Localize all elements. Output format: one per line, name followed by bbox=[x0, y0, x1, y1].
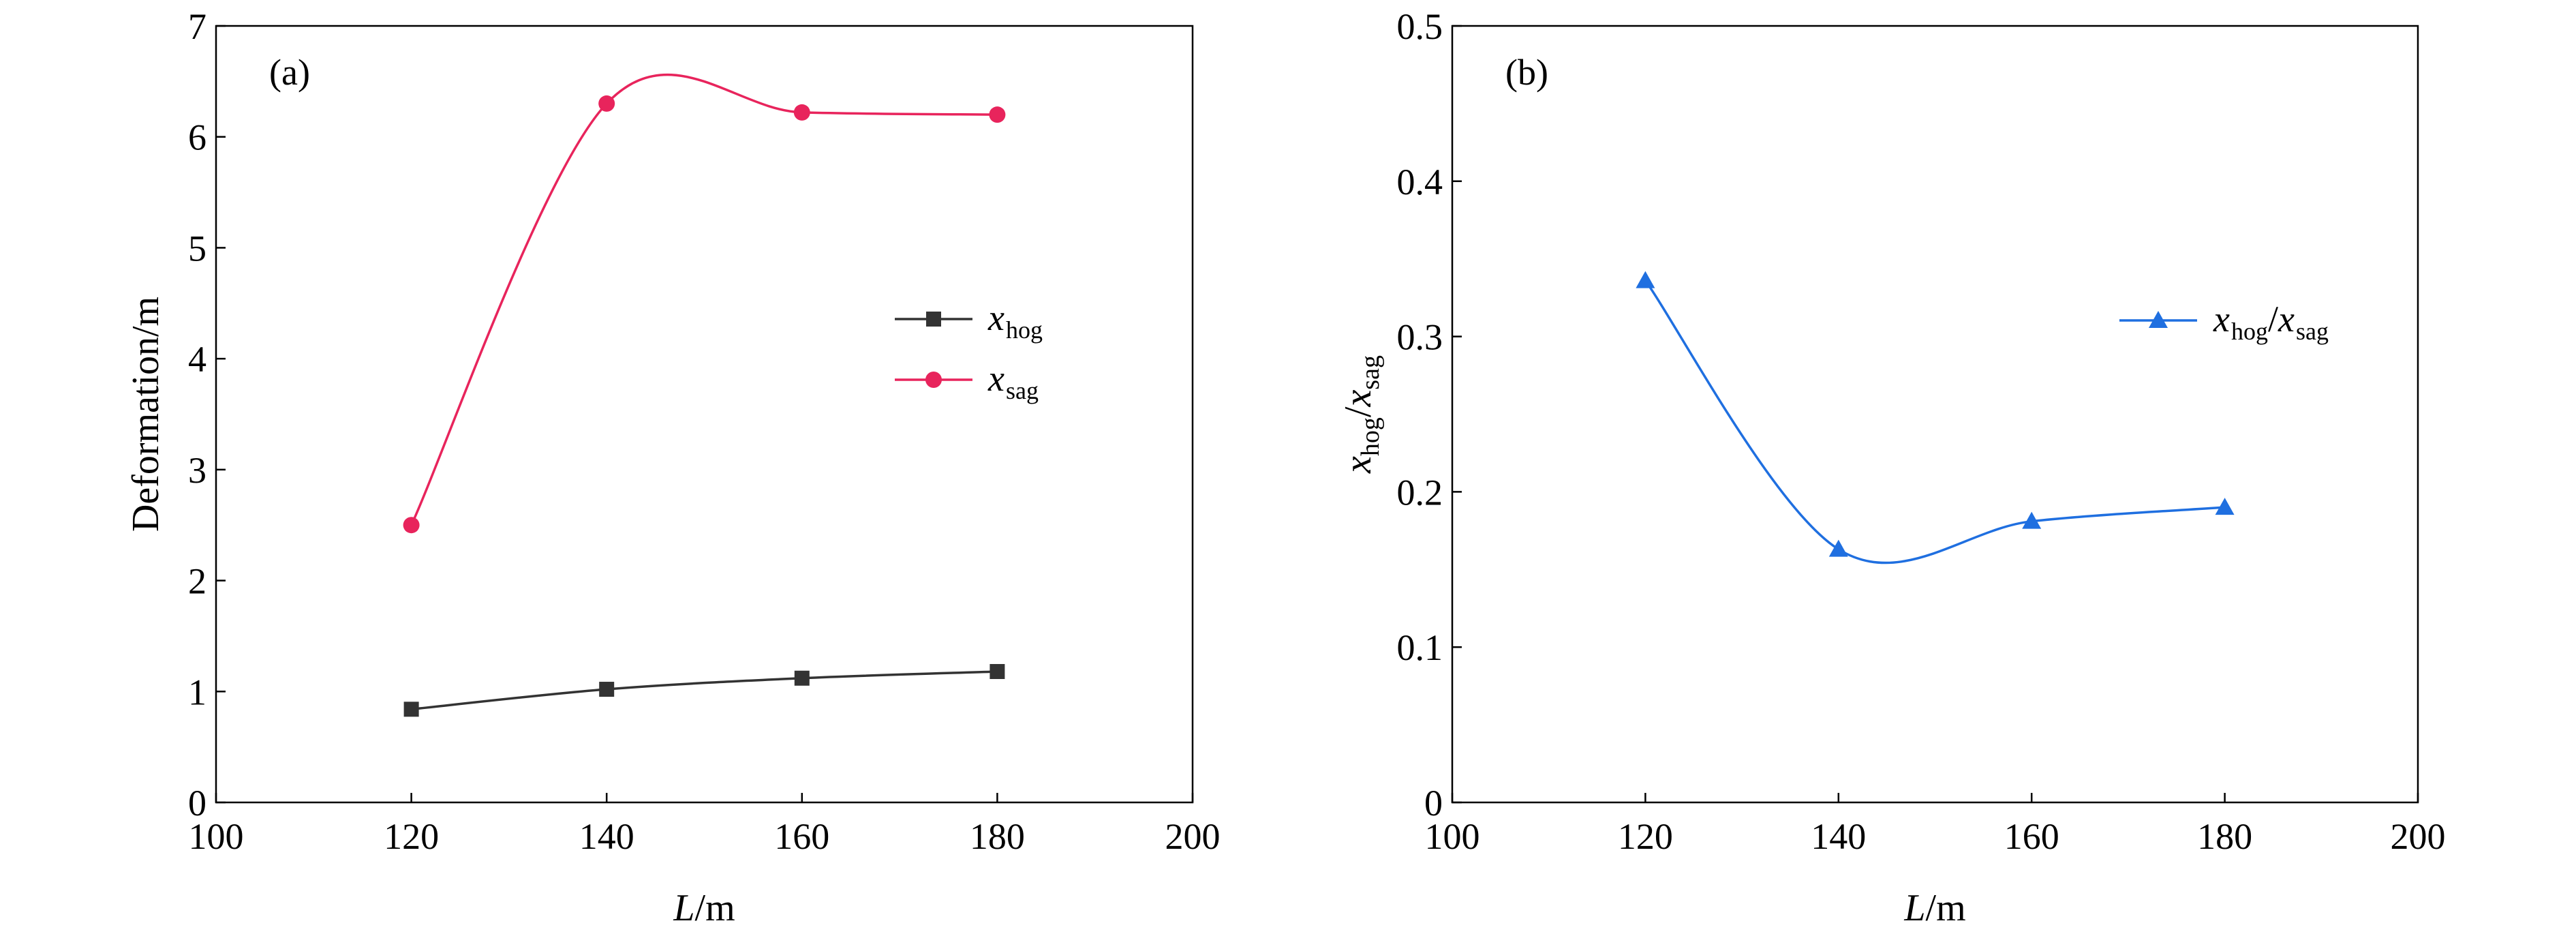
panel-a-x-axis-title-var: L bbox=[673, 887, 694, 929]
panel-b-panel-label: (b) bbox=[1505, 52, 1548, 93]
panel-a-series-1 bbox=[403, 663, 1005, 717]
legend-label-main: x bbox=[987, 297, 1005, 338]
panel-a-series-1-marker bbox=[599, 682, 615, 697]
panel-b: 100 120 140 160 180 20000.10.20.30.40.5L/mxho… bbox=[1337, 6, 2446, 929]
panel-a-x-tick-label: 100 bbox=[189, 816, 244, 857]
panel-b-frame bbox=[1451, 25, 2419, 804]
panel-b-y-title-b: x bbox=[1337, 390, 1379, 408]
panel-a-frame bbox=[215, 25, 1194, 804]
legend-label-sub: hog bbox=[1006, 316, 1043, 344]
panel-a-x-tick-label: 120 bbox=[384, 816, 439, 857]
panel-a-series-2-marker bbox=[989, 106, 1006, 123]
panel-b-y-title-b-sub: sag bbox=[1356, 355, 1385, 390]
panel-a-y-tick-label: 5 bbox=[188, 228, 206, 269]
legend-label-sub2: sag bbox=[2296, 318, 2329, 345]
panel-a-x-tick-label: 200 bbox=[1165, 816, 1221, 857]
legend-label-sep: / bbox=[2268, 299, 2278, 340]
panel-a-x-tick-label: 160 bbox=[774, 816, 829, 857]
panel-b-y-tick-label: 0 bbox=[1424, 783, 1443, 824]
panel-b-y-title-a-sub: hog bbox=[1356, 417, 1385, 456]
panel-b-x-axis-title-unit: /m bbox=[1926, 887, 1966, 929]
legend-marker bbox=[925, 372, 942, 388]
panel-a: 100 120 140 160 180 200 0 1 2 3 4 5 6 7 L/m Deformation… bbox=[125, 6, 1221, 929]
legend-label-main: x bbox=[987, 358, 1005, 399]
panel-b-x-tick-label: 140 bbox=[1811, 816, 1866, 857]
panel-a-x-axis-title: L/m bbox=[673, 887, 735, 929]
legend-label: xhog bbox=[987, 297, 1043, 344]
legend-label-main2: x bbox=[2278, 299, 2295, 340]
panel-a-series-2-marker bbox=[598, 95, 615, 112]
panel-a-series-1-marker bbox=[403, 702, 419, 717]
legend-label-sub: sag bbox=[1006, 377, 1039, 404]
panel-b-x-tick-label: 120 bbox=[1618, 816, 1673, 857]
panel-b-x-tick-label: 160 bbox=[2004, 816, 2059, 857]
panel-b-series-1-marker bbox=[2022, 511, 2042, 529]
panel-a-y-tick-label: 1 bbox=[188, 672, 206, 712]
panel-a-x-axis-title-unit: /m bbox=[695, 887, 735, 929]
panel-b-x-tick-label: 200 bbox=[2391, 816, 2446, 857]
legend-marker bbox=[926, 312, 941, 327]
panel-a-series-1-marker bbox=[794, 670, 810, 686]
panel-b-x-axis-title: L/m bbox=[1903, 887, 1965, 929]
panel-b-y-title-a: x bbox=[1337, 456, 1379, 474]
legend-label-main: x bbox=[2213, 299, 2230, 340]
panel-b-y-axis-title: xhog/xsag bbox=[1337, 355, 1385, 474]
panel-a-y-tick-label: 4 bbox=[188, 339, 206, 380]
panel-a-series-2-line bbox=[410, 73, 998, 526]
panel-b-y-tick-label: 0.3 bbox=[1397, 317, 1443, 358]
panel-a-series-2-marker bbox=[403, 517, 420, 534]
panel-a-y-tick-label: 0 bbox=[188, 783, 206, 824]
panel-a-x-tick-label: 180 bbox=[970, 816, 1025, 857]
panel-a-series-2 bbox=[403, 73, 1006, 534]
panel-b-series-1-line bbox=[1644, 280, 2225, 564]
panel-a-x-tick-label: 140 bbox=[579, 816, 634, 857]
panel-b-series-1-marker bbox=[1828, 539, 1848, 557]
panel-b-x-tick-label: 100 bbox=[1425, 816, 1480, 857]
panel-b-y-tick-label: 0.4 bbox=[1397, 162, 1443, 202]
panel-a-series-2-marker bbox=[793, 104, 810, 121]
panel-b-y-tick-label: 0.2 bbox=[1397, 472, 1443, 513]
panel-a-y-tick-label: 7 bbox=[188, 6, 206, 47]
panel-b-series-1-marker bbox=[1636, 271, 1655, 288]
panel-a-series-1-marker bbox=[990, 663, 1005, 679]
legend-marker bbox=[2149, 311, 2168, 328]
panel-b-y-title-sep: / bbox=[1337, 406, 1379, 417]
legend-label-sub: hog bbox=[2231, 318, 2268, 345]
panel-a-y-tick-label: 6 bbox=[188, 117, 206, 158]
panel-b-y-tick-label: 0.1 bbox=[1397, 627, 1443, 668]
panel-a-panel-label: (a) bbox=[269, 52, 310, 93]
legend-item-x-hog: xhog bbox=[895, 297, 1043, 344]
panel-b-series-1 bbox=[1636, 271, 2235, 564]
panel-a-y-tick-label: 2 bbox=[188, 561, 206, 602]
panel-b-x-tick-label: 180 bbox=[2197, 816, 2252, 857]
panel-b-series-1-marker bbox=[2215, 498, 2235, 515]
legend-item-ratio: xhog/xsag bbox=[2119, 299, 2329, 345]
panel-a-series-1-line bbox=[411, 670, 998, 711]
panel-b-y-tick-label: 0.5 bbox=[1397, 6, 1443, 47]
panel-b-x-axis-title-var: L bbox=[1903, 887, 1925, 929]
legend-label: xhog/xsag bbox=[2213, 299, 2329, 345]
legend-item-x-sag: xsag bbox=[895, 358, 1039, 404]
panel-a-y-tick-label: 3 bbox=[188, 450, 206, 491]
legend-label: xsag bbox=[987, 358, 1039, 404]
panel-a-y-axis-title: Deformation/m bbox=[125, 297, 167, 532]
